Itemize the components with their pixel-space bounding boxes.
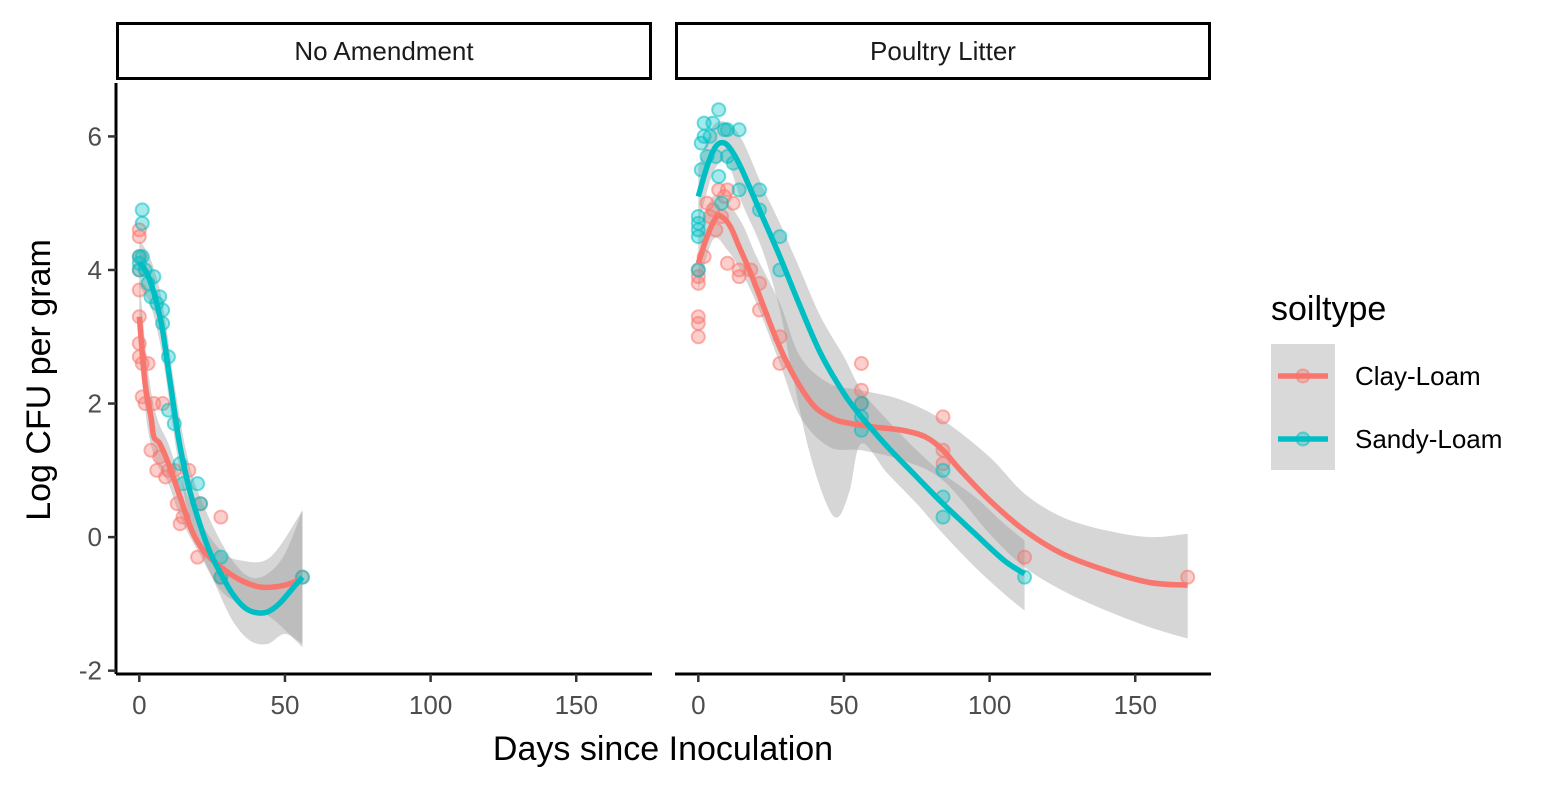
data-point-clay-loam	[690, 329, 706, 345]
data-point-sandy-loam	[190, 476, 206, 492]
data-point-clay-loam	[935, 409, 951, 425]
data-point-sandy-loam	[714, 195, 730, 211]
facet-strip-label: No Amendment	[294, 36, 474, 66]
data-point-clay-loam	[719, 182, 735, 198]
data-point-clay-loam	[131, 229, 147, 245]
x-tick-label: 150	[1114, 690, 1157, 720]
data-point-sandy-loam	[690, 262, 706, 278]
legend-title: soiltype	[1271, 290, 1386, 328]
smooth-line-clay-loam	[136, 316, 304, 591]
data-point-sandy-loam	[705, 115, 721, 131]
panel-0: No Amendment -2 0 2 4 6 0 50 100 150	[79, 22, 652, 720]
smooth-line-sandy-loam	[137, 261, 305, 616]
x-tick-label: 0	[132, 690, 146, 720]
data-point-clay-loam	[213, 509, 229, 525]
smooth-line-sandy-loam	[695, 139, 1027, 577]
legend-point-sandy-loam	[1295, 431, 1311, 447]
facet-strip	[116, 22, 652, 80]
smooth-line-clay-loam	[695, 212, 1188, 588]
x-axis-title: Days since Inoculation	[493, 730, 833, 768]
data-point-sandy-loam	[711, 168, 727, 184]
data-point-clay-loam	[190, 549, 206, 565]
x-tick-label: 150	[555, 690, 598, 720]
data-point-sandy-loam	[134, 215, 150, 231]
legend-entry-clay-loam: Clay-Loam	[1278, 361, 1481, 391]
data-point-sandy-loam	[711, 102, 727, 118]
y-tick-label: 4	[88, 255, 102, 285]
data-point-clay-loam	[725, 195, 741, 211]
panel-1: Poultry Litter 0 50 100 150	[675, 22, 1211, 720]
y-axis-title: Log CFU per gram	[20, 239, 58, 521]
facet-strip	[675, 22, 1211, 80]
y-tick-label: -2	[79, 656, 102, 686]
y-tick-label: 6	[88, 121, 102, 151]
y-tick-label: 0	[88, 522, 102, 552]
x-tick-label: 100	[968, 690, 1011, 720]
data-point-clay-loam	[719, 255, 735, 271]
data-point-sandy-loam	[935, 462, 951, 478]
data-point-sandy-loam	[702, 128, 718, 144]
data-point-clay-loam	[690, 315, 706, 331]
legend-entry-sandy-loam: Sandy-Loam	[1278, 424, 1502, 454]
confidence-band-clay-loam	[698, 194, 1188, 639]
x-tick-label: 50	[829, 690, 858, 720]
data-point-clay-loam	[731, 269, 747, 285]
legend-label-clay-loam: Clay-Loam	[1355, 361, 1481, 391]
y-tick-label: 2	[88, 389, 102, 419]
x-tick-label: 0	[691, 690, 705, 720]
data-point-sandy-loam	[134, 202, 150, 218]
legend: soiltype Clay-Loam Sandy-Loam	[1271, 290, 1502, 470]
facet-strip-label: Poultry Litter	[870, 36, 1016, 66]
legend-entries: Clay-Loam Sandy-Loam	[1278, 361, 1502, 454]
legend-key-background	[1271, 344, 1335, 470]
data-point-clay-loam	[1180, 569, 1196, 585]
legend-point-clay-loam	[1295, 368, 1311, 384]
data-point-sandy-loam	[935, 509, 951, 525]
legend-label-sandy-loam: Sandy-Loam	[1355, 424, 1502, 454]
data-point-clay-loam	[690, 275, 706, 291]
data-point-sandy-loam	[731, 122, 747, 138]
data-point-clay-loam	[853, 382, 869, 398]
data-point-sandy-loam	[719, 122, 735, 138]
data-point-clay-loam	[853, 355, 869, 371]
data-point-clay-loam	[1017, 549, 1033, 565]
data-point-sandy-loam	[134, 249, 150, 265]
x-tick-label: 100	[409, 690, 452, 720]
data-point-sandy-loam	[731, 182, 747, 198]
x-tick-label: 50	[270, 690, 299, 720]
